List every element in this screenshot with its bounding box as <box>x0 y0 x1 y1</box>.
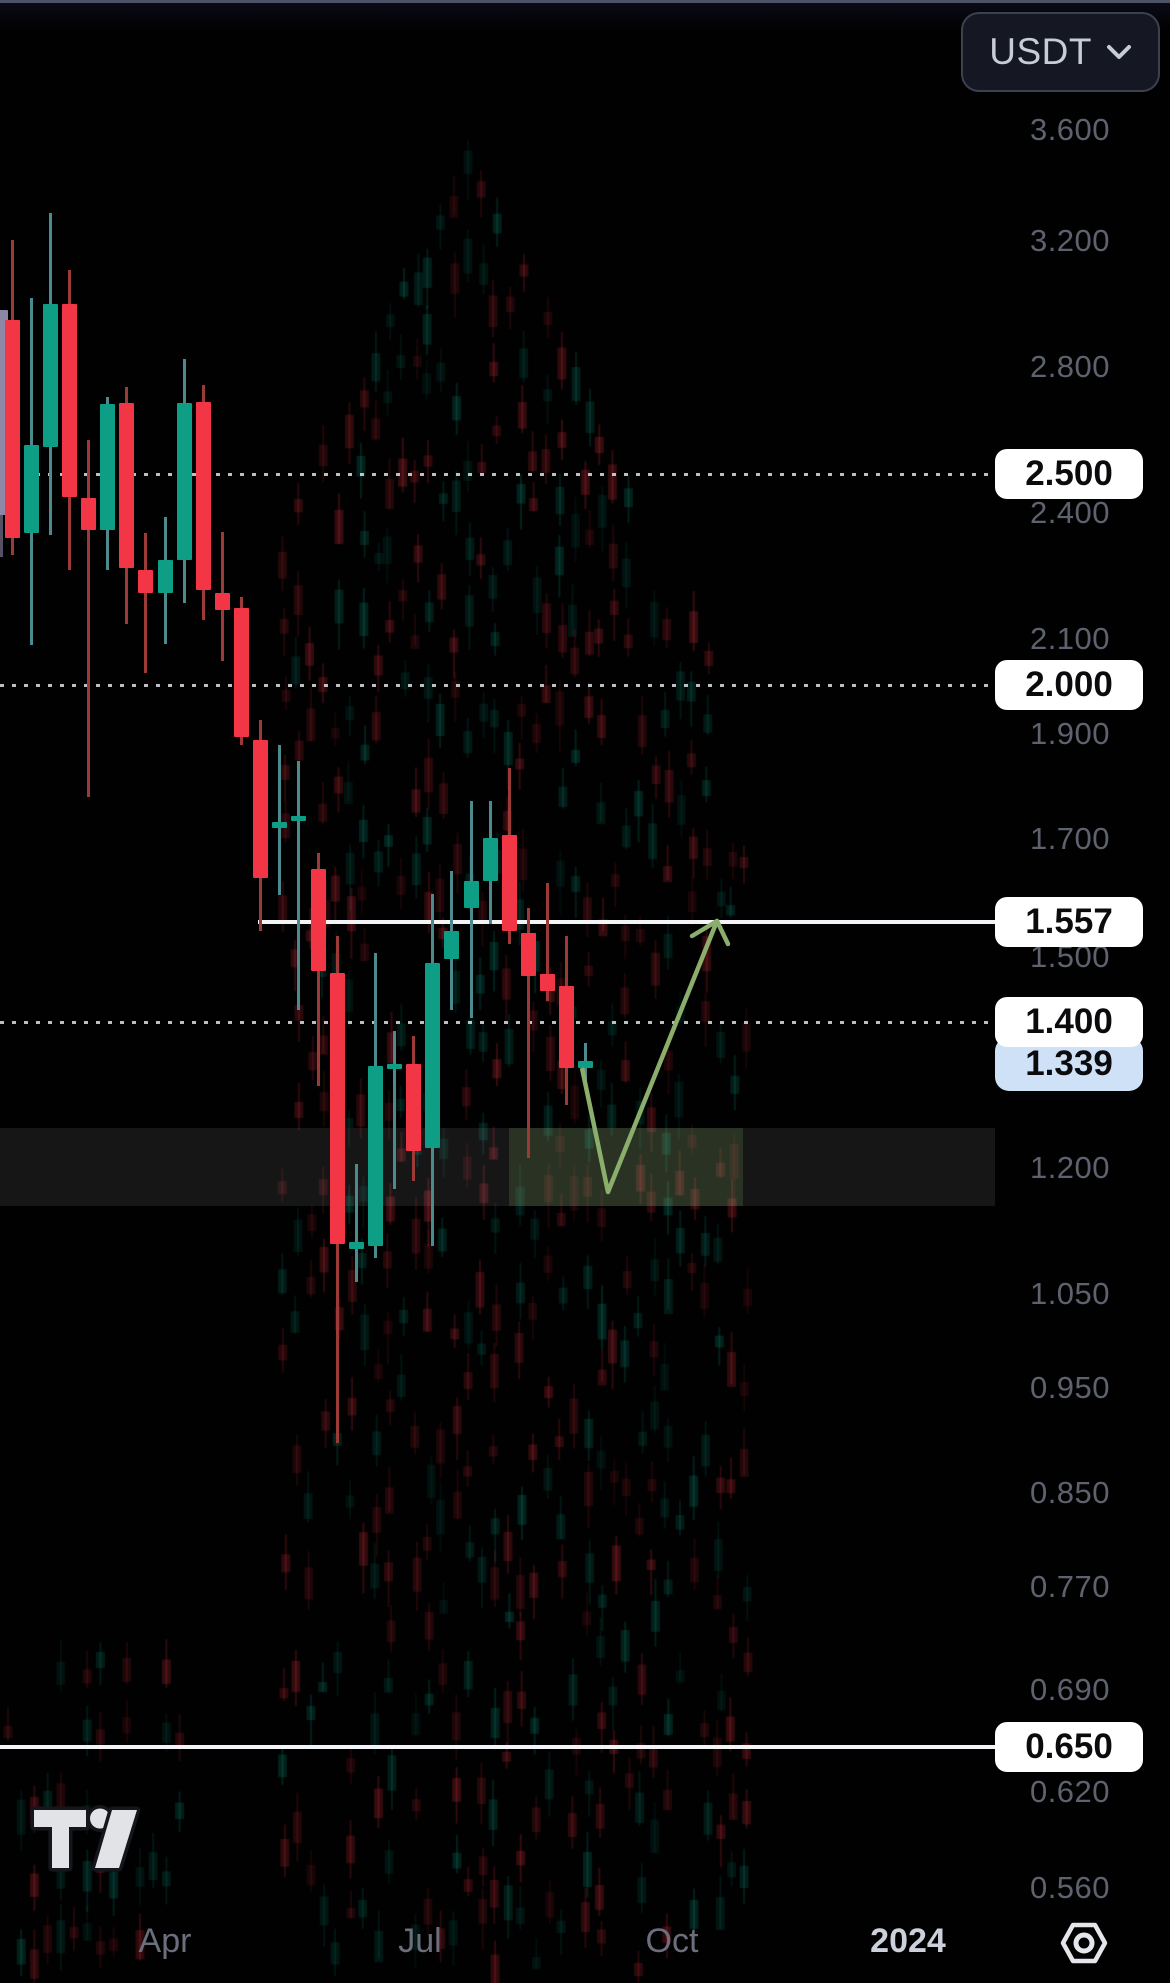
candle-body <box>329 972 345 1244</box>
candle-wick <box>87 439 91 798</box>
price-tick-1.700: 1.700 <box>1029 820 1111 856</box>
candle-body <box>138 570 154 594</box>
candle-body <box>81 497 97 531</box>
candle-body <box>195 402 211 591</box>
price-level-line-1.400[interactable] <box>0 1020 990 1024</box>
settings-hexagon-icon[interactable] <box>1060 1921 1108 1965</box>
candle-body <box>23 444 39 533</box>
currency-label: USDT <box>989 31 1092 72</box>
price-level-label-2.500: 2.500 <box>995 449 1143 500</box>
price-level-label-0.650: 0.650 <box>995 1721 1143 1772</box>
price-tick-0.950: 0.950 <box>1029 1370 1111 1406</box>
price-level-label-2.000: 2.000 <box>995 660 1143 711</box>
candle-body <box>61 303 77 497</box>
price-tick-0.560: 0.560 <box>1029 1869 1111 1905</box>
price-level-line-2.000[interactable] <box>0 683 990 687</box>
candle-wick <box>354 1163 358 1283</box>
candle-body <box>521 932 536 977</box>
price-tick-3.600: 3.600 <box>1029 112 1111 147</box>
chevron-down-icon <box>1107 45 1131 59</box>
candle-body <box>214 593 230 611</box>
price-tick-2.800: 2.800 <box>1029 349 1111 385</box>
candle-body <box>501 835 517 931</box>
candle-wick <box>297 760 301 1011</box>
price-level-label-1.557: 1.557 <box>995 896 1143 947</box>
price-level-line-1.557[interactable] <box>258 919 995 924</box>
candle-body <box>291 815 307 821</box>
candle-body <box>559 985 575 1069</box>
candle-wick <box>393 1030 397 1190</box>
candle-body <box>310 868 326 971</box>
price-level-line-0.650[interactable] <box>0 1744 995 1749</box>
candle-wick <box>469 800 473 1019</box>
time-axis[interactable]: Apr Jul Oct 2024 <box>0 1905 1170 1983</box>
candle-body <box>4 320 20 539</box>
zone-rectangle-green[interactable] <box>509 1127 743 1207</box>
candle-body <box>387 1063 403 1070</box>
candle-body <box>463 880 479 909</box>
time-label-Oct: Oct <box>645 1922 699 1960</box>
time-label-Apr: Apr <box>138 1922 192 1960</box>
candle-wick <box>144 532 148 674</box>
candle-edge-wick <box>0 514 3 558</box>
candle-body <box>444 930 460 959</box>
price-tick-3.200: 3.200 <box>1029 223 1111 259</box>
candle-body <box>540 974 556 991</box>
price-tick-0.620: 0.620 <box>1029 1773 1111 1809</box>
candle-body <box>100 404 116 531</box>
candle-body <box>425 962 441 1149</box>
candle-body <box>367 1066 383 1246</box>
candle-edge <box>0 309 8 515</box>
price-tick-2.400: 2.400 <box>1029 495 1111 530</box>
candle-body <box>42 303 58 447</box>
zone-rectangle[interactable] <box>0 1127 995 1207</box>
candle-body <box>157 560 173 594</box>
currency-selector-button[interactable]: USDT <box>961 12 1160 92</box>
candle-body <box>253 740 269 878</box>
price-tick-1.200: 1.200 <box>1029 1149 1111 1185</box>
time-label-2024: 2024 <box>870 1922 946 1960</box>
price-tick-2.100: 2.100 <box>1029 621 1111 657</box>
candle-body <box>119 403 135 569</box>
candle-body <box>578 1061 594 1068</box>
price-tick-1.900: 1.900 <box>1029 715 1111 751</box>
candle-body <box>482 837 498 881</box>
price-level-line-2.500[interactable] <box>0 472 990 476</box>
candle-body <box>272 822 288 829</box>
price-tick-0.850: 0.850 <box>1029 1475 1111 1511</box>
top-edge-strip <box>0 0 1170 3</box>
candle-body <box>234 608 250 738</box>
price-axis[interactable]: 3.600 3.200 2.800 2.400 2.100 1.900 1.700 1.500… <box>995 0 1170 1983</box>
price-level-label-1.400: 1.400 <box>995 997 1143 1048</box>
price-tick-0.770: 0.770 <box>1029 1568 1111 1604</box>
candle-body <box>406 1064 422 1152</box>
candle-body <box>348 1242 364 1250</box>
price-tick-1.050: 1.050 <box>1029 1275 1111 1311</box>
tradingview-logo-icon[interactable] <box>26 1800 142 1876</box>
time-label-Jul: Jul <box>398 1922 442 1960</box>
candle-wick <box>527 908 530 1159</box>
candle-wick <box>278 745 282 896</box>
candle-wick <box>546 882 550 1001</box>
price-tick-0.690: 0.690 <box>1029 1672 1111 1708</box>
candle-body <box>176 403 192 561</box>
